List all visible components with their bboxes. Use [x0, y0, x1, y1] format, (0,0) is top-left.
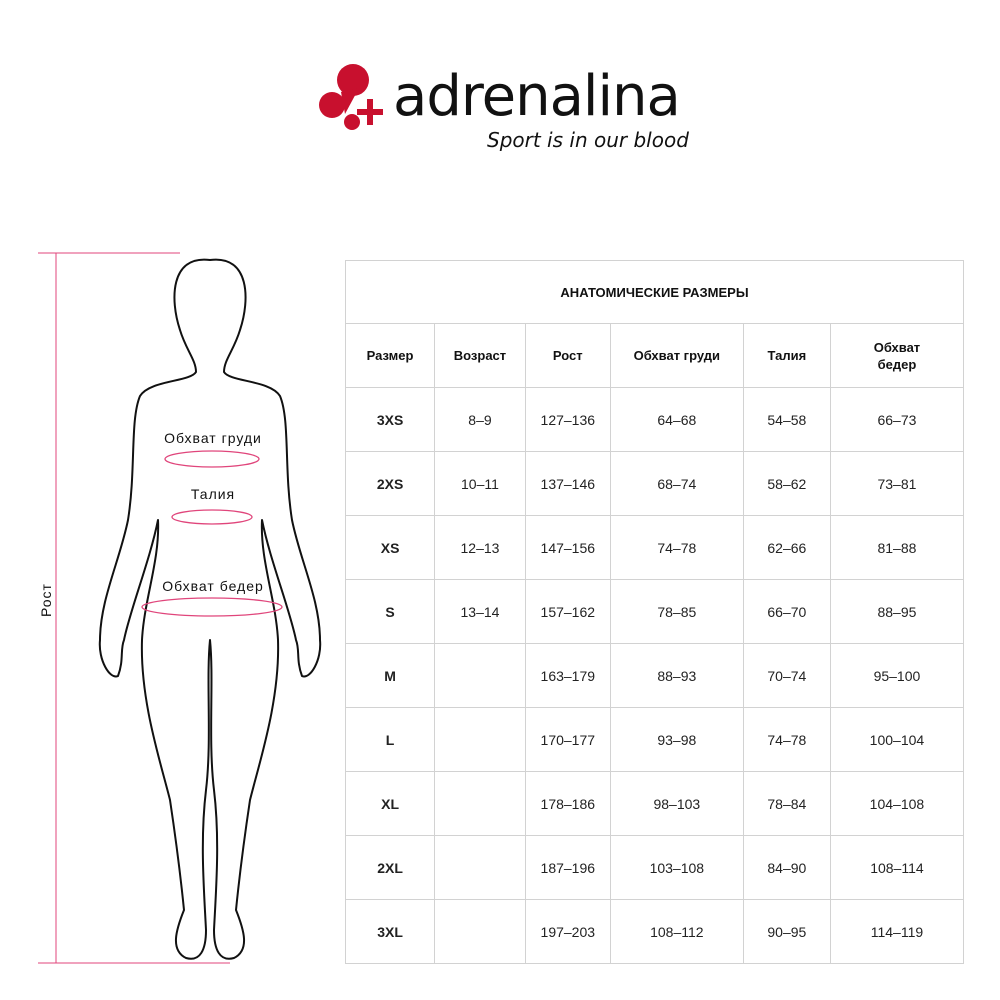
table-cell: 62–66: [742, 515, 831, 580]
table-cell: XS: [344, 515, 436, 580]
table-cell: 88–95: [829, 579, 965, 644]
table-cell: 81–88: [829, 515, 965, 580]
table-row: M 163–179 88–93 70–74 95–100: [344, 643, 965, 708]
table-row: S 13–14 157–162 78–85 66–70 88–95: [344, 579, 965, 644]
table-cell: 64–68: [609, 387, 744, 452]
table-cell: 90–95: [742, 899, 831, 964]
table-cell: 137–146: [524, 451, 611, 516]
table-cell: 68–74: [609, 451, 744, 516]
table-cell: 187–196: [524, 835, 611, 900]
table-cell: 178–186: [524, 771, 611, 836]
table-cell: 170–177: [524, 707, 611, 772]
table-cell: 2XS: [344, 451, 436, 516]
table-cell: 108–114: [829, 835, 965, 900]
table-row: 3XL 197–203 108–112 90–95 114–119: [344, 899, 965, 964]
table-row: 2XL 187–196 103–108 84–90 108–114: [344, 835, 965, 900]
table-cell: 74–78: [609, 515, 744, 580]
table-cell: 147–156: [524, 515, 611, 580]
table-cell: S: [344, 579, 436, 644]
table-cell: 8–9: [434, 387, 526, 452]
table-cell: 2XL: [344, 835, 436, 900]
col-size: Размер: [344, 323, 436, 388]
size-table: АНАТОМИЧЕСКИЕ РАЗМЕРЫ Размер Возраст Рос…: [344, 260, 965, 964]
table-row: 3XS 8–9 127–136 64–68 54–58 66–73: [344, 387, 965, 452]
brand-tagline: Sport is in our blood: [487, 128, 689, 152]
table-row: XL 178–186 98–103 78–84 104–108: [344, 771, 965, 836]
table-cell: 197–203: [524, 899, 611, 964]
table-row: XS 12–13 147–156 74–78 62–66 81–88: [344, 515, 965, 580]
table-cell: 104–108: [829, 771, 965, 836]
table-cell: 88–93: [609, 643, 744, 708]
table-cell: 127–136: [524, 387, 611, 452]
body-silhouette: [38, 252, 322, 964]
col-waist: Талия: [742, 323, 831, 388]
table-row: 2XS 10–11 137–146 68–74 58–62 73–81: [344, 451, 965, 516]
table-cell: 3XS: [344, 387, 436, 452]
waist-measure: [171, 509, 253, 525]
table-cell: 54–58: [742, 387, 831, 452]
table-cell: 13–14: [434, 579, 526, 644]
table-cell: [434, 899, 526, 964]
table-cell: 3XL: [344, 899, 436, 964]
table-cell: 93–98: [609, 707, 744, 772]
table-cell: 73–81: [829, 451, 965, 516]
table-cell: 100–104: [829, 707, 965, 772]
chest-measure: [164, 450, 260, 468]
height-label: Рост: [38, 583, 54, 617]
table-cell: 103–108: [609, 835, 744, 900]
table-cell: 70–74: [742, 643, 831, 708]
table-cell: 78–85: [609, 579, 744, 644]
table-cell: 95–100: [829, 643, 965, 708]
table-cell: 157–162: [524, 579, 611, 644]
table-cell: M: [344, 643, 436, 708]
hips-measure: [141, 597, 283, 617]
table-title: АНАТОМИЧЕСКИЕ РАЗМЕРЫ: [345, 260, 964, 324]
table-cell: 84–90: [742, 835, 831, 900]
table-cell: XL: [344, 771, 436, 836]
brand-name: adrenalina: [393, 64, 681, 129]
table-cell: 12–13: [434, 515, 526, 580]
col-chest: Обхват груди: [609, 323, 744, 388]
table-cell: 163–179: [524, 643, 611, 708]
blood-drop-plus-icon: [319, 64, 383, 130]
col-hips: Обхват бедер: [829, 323, 965, 388]
col-age: Возраст: [434, 323, 526, 388]
table-cell: 78–84: [742, 771, 831, 836]
table-cell: [434, 771, 526, 836]
hips-label: Обхват бедер: [162, 578, 264, 594]
height-measure-line: [38, 252, 230, 964]
table-cell: 98–103: [609, 771, 744, 836]
chest-label: Обхват груди: [164, 430, 262, 446]
table-cell: [434, 643, 526, 708]
table-cell: 114–119: [829, 899, 965, 964]
table-row: L 170–177 93–98 74–78 100–104: [344, 707, 965, 772]
table-cell: 10–11: [434, 451, 526, 516]
table-cell: 66–73: [829, 387, 965, 452]
table-cell: [434, 835, 526, 900]
table-cell: 58–62: [742, 451, 831, 516]
waist-label: Талия: [190, 486, 236, 502]
table-cell: 66–70: [742, 579, 831, 644]
table-header-row: Размер Возраст Рост Обхват груди Талия О…: [344, 323, 965, 388]
col-height: Рост: [524, 323, 611, 388]
table-cell: L: [344, 707, 436, 772]
brand-logo: adrenalina Sport is in our blood: [315, 62, 695, 162]
table-cell: 74–78: [742, 707, 831, 772]
table-cell: [434, 707, 526, 772]
table-cell: 108–112: [609, 899, 744, 964]
